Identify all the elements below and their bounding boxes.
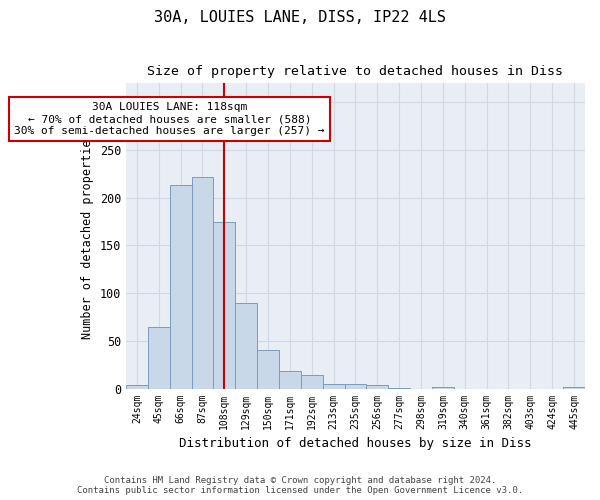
Bar bbox=[279, 372, 301, 388]
Bar bbox=[191, 177, 214, 388]
Bar bbox=[367, 384, 388, 388]
Bar bbox=[148, 326, 170, 388]
Text: 30A LOUIES LANE: 118sqm
← 70% of detached houses are smaller (588)
30% of semi-d: 30A LOUIES LANE: 118sqm ← 70% of detache… bbox=[14, 102, 325, 136]
Bar bbox=[170, 186, 191, 388]
Bar bbox=[126, 384, 148, 388]
Title: Size of property relative to detached houses in Diss: Size of property relative to detached ho… bbox=[148, 65, 563, 78]
Bar bbox=[432, 386, 454, 388]
Bar bbox=[257, 350, 279, 389]
X-axis label: Distribution of detached houses by size in Diss: Distribution of detached houses by size … bbox=[179, 437, 532, 450]
Bar bbox=[301, 375, 323, 388]
Bar bbox=[344, 384, 367, 388]
Bar bbox=[235, 302, 257, 388]
Text: Contains HM Land Registry data © Crown copyright and database right 2024.
Contai: Contains HM Land Registry data © Crown c… bbox=[77, 476, 523, 495]
Bar bbox=[563, 386, 585, 388]
Bar bbox=[323, 384, 344, 388]
Text: 30A, LOUIES LANE, DISS, IP22 4LS: 30A, LOUIES LANE, DISS, IP22 4LS bbox=[154, 10, 446, 25]
Y-axis label: Number of detached properties: Number of detached properties bbox=[81, 132, 94, 340]
Bar bbox=[214, 222, 235, 388]
